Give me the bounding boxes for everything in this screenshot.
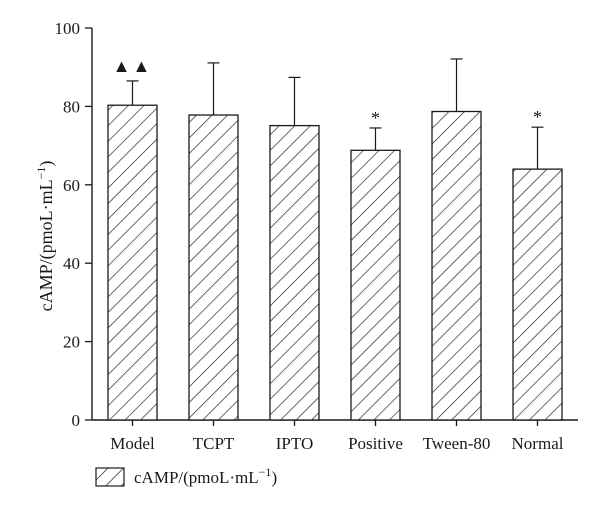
legend-swatch bbox=[95, 467, 125, 487]
y-tick-label: 20 bbox=[63, 333, 80, 352]
x-tick-label: Model bbox=[110, 434, 155, 453]
bar-tween-80 bbox=[431, 110, 482, 421]
x-tick-label: IPTO bbox=[276, 434, 313, 453]
x-tick-label: Normal bbox=[512, 434, 564, 453]
significance-triangles: ▲▲ bbox=[113, 56, 153, 76]
x-tick-label: Positive bbox=[348, 434, 403, 453]
bar-model bbox=[107, 104, 158, 421]
y-tick-label: 100 bbox=[55, 19, 81, 38]
y-axis-title: cAMP/(pmoL·mL−1) bbox=[34, 161, 57, 312]
y-axis-ticks: 0 20 40 60 80 100 bbox=[55, 19, 92, 430]
x-tick-label: Tween-80 bbox=[423, 434, 491, 453]
y-tick-label: 80 bbox=[63, 97, 80, 116]
y-tick-label: 40 bbox=[63, 254, 80, 273]
x-axis-labels: Model TCPT IPTO Positive Tween-80 Normal bbox=[110, 420, 564, 453]
bar-ipto bbox=[269, 124, 320, 421]
y-tick-label: 0 bbox=[72, 411, 81, 430]
legend-label: cAMP/(pmoL·mL−1) bbox=[134, 465, 277, 487]
bar-positive bbox=[350, 149, 401, 421]
x-tick-label: TCPT bbox=[193, 434, 235, 453]
bar-normal bbox=[512, 168, 563, 421]
y-tick-label: 60 bbox=[63, 176, 80, 195]
significance-asterisk: * bbox=[371, 108, 380, 128]
significance-asterisk: * bbox=[533, 107, 542, 127]
legend: cAMP/(pmoL·mL−1) bbox=[95, 465, 277, 487]
bar-tcpt bbox=[188, 114, 239, 421]
bars-group: ▲▲ * * bbox=[107, 56, 563, 421]
